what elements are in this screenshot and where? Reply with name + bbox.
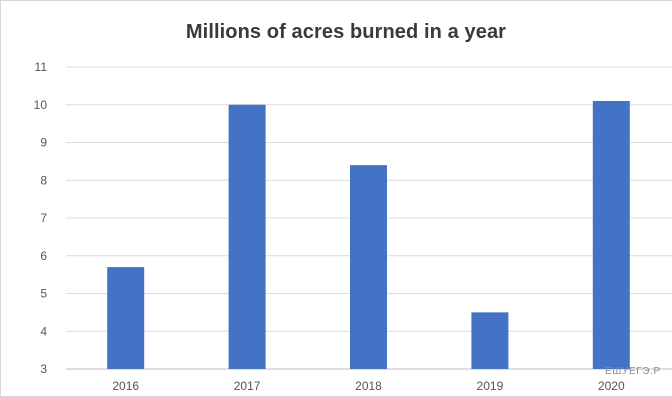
x-tick-label: 2018 — [355, 379, 382, 393]
x-tick-label: 2017 — [234, 379, 261, 393]
bar-2020 — [592, 100, 630, 369]
bar-2017 — [228, 104, 266, 369]
y-tick-label: 5 — [40, 287, 47, 301]
y-tick-label: 7 — [40, 211, 47, 225]
x-tick-label: 2020 — [598, 379, 625, 393]
x-tick-label: 2019 — [477, 379, 504, 393]
bars — [107, 100, 630, 370]
chart-title: Millions of acres burned in a year — [185, 21, 507, 43]
y-tick-label: 11 — [35, 60, 48, 74]
y-tick-label: 4 — [40, 324, 47, 338]
y-tick-label: 10 — [34, 98, 48, 112]
x-tick-label: 2016 — [112, 379, 139, 393]
y-tick-label: 9 — [40, 136, 47, 150]
bar-2016 — [107, 267, 145, 369]
watermark-text: ЕШУЕГЭ.Р — [605, 366, 661, 377]
y-tick-label: 3 — [40, 362, 47, 376]
y-tick-labels: 3 4 5 6 7 8 9 10 11 — [34, 60, 48, 376]
y-tick-label: 6 — [40, 249, 47, 263]
bar-2019 — [471, 312, 509, 370]
y-tick-label: 8 — [40, 173, 47, 187]
bar-2018 — [350, 165, 387, 369]
x-tick-labels: 2016 2017 2018 2019 2020 — [112, 379, 625, 393]
